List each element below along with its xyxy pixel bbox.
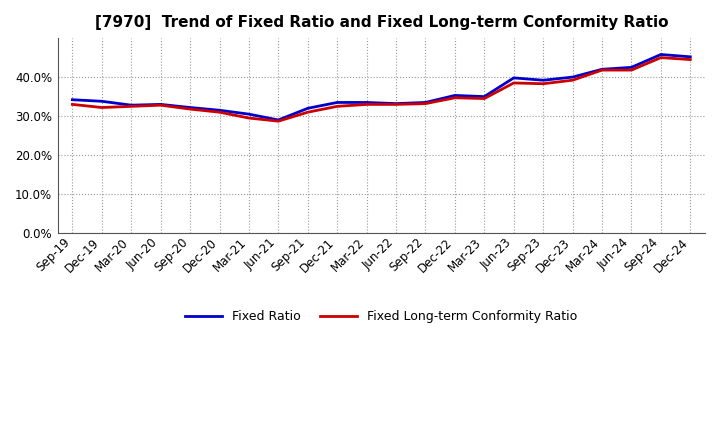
Fixed Long-term Conformity Ratio [274,118,283,124]
Fixed Ratio [274,117,283,123]
Fixed Long-term Conformity Ratio [598,67,606,73]
Fixed Ratio [186,105,194,110]
Fixed Long-term Conformity Ratio [510,81,518,86]
Fixed Ratio [303,106,312,111]
Fixed Ratio [156,102,165,107]
Fixed Ratio [215,108,224,113]
Fixed Ratio [68,97,77,103]
Legend: Fixed Ratio, Fixed Long-term Conformity Ratio: Fixed Ratio, Fixed Long-term Conformity … [180,305,582,328]
Line: Fixed Ratio: Fixed Ratio [73,55,690,120]
Fixed Long-term Conformity Ratio [186,106,194,112]
Fixed Ratio [510,75,518,81]
Fixed Long-term Conformity Ratio [451,95,459,100]
Fixed Ratio [333,100,341,105]
Fixed Long-term Conformity Ratio [568,77,577,83]
Fixed Ratio [392,101,400,106]
Fixed Ratio [127,103,135,108]
Fixed Long-term Conformity Ratio [156,103,165,108]
Fixed Long-term Conformity Ratio [362,102,371,107]
Fixed Ratio [539,77,547,83]
Fixed Ratio [245,111,253,117]
Fixed Ratio [686,54,695,59]
Fixed Long-term Conformity Ratio [657,55,665,60]
Fixed Ratio [627,65,636,70]
Fixed Ratio [97,99,106,104]
Fixed Long-term Conformity Ratio [480,96,489,101]
Fixed Long-term Conformity Ratio [333,104,341,109]
Fixed Long-term Conformity Ratio [303,110,312,115]
Fixed Ratio [657,52,665,57]
Fixed Ratio [598,67,606,72]
Fixed Ratio [451,93,459,98]
Fixed Long-term Conformity Ratio [215,110,224,115]
Fixed Long-term Conformity Ratio [421,101,430,106]
Fixed Long-term Conformity Ratio [68,102,77,107]
Fixed Long-term Conformity Ratio [127,104,135,109]
Fixed Long-term Conformity Ratio [245,115,253,121]
Fixed Ratio [480,94,489,99]
Fixed Ratio [568,74,577,80]
Fixed Long-term Conformity Ratio [627,67,636,73]
Fixed Long-term Conformity Ratio [686,57,695,62]
Fixed Long-term Conformity Ratio [539,81,547,86]
Line: Fixed Long-term Conformity Ratio: Fixed Long-term Conformity Ratio [73,58,690,121]
Fixed Long-term Conformity Ratio [392,102,400,107]
Title: [7970]  Trend of Fixed Ratio and Fixed Long-term Conformity Ratio: [7970] Trend of Fixed Ratio and Fixed Lo… [94,15,668,30]
Fixed Long-term Conformity Ratio [97,105,106,110]
Fixed Ratio [362,100,371,105]
Fixed Ratio [421,100,430,105]
